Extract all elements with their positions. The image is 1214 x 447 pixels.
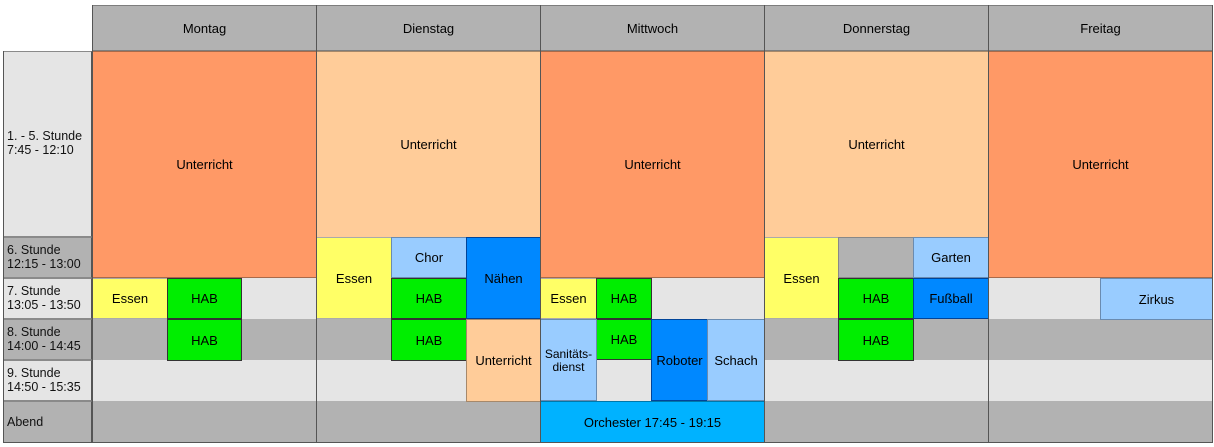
day-header-dienstag: Dienstag xyxy=(316,5,541,51)
donnerstag-hab-8[interactable]: HAB xyxy=(838,319,914,361)
mittwoch-essen[interactable]: Essen xyxy=(540,278,597,319)
dienstag-hab-8[interactable]: HAB xyxy=(391,319,467,361)
column-divider xyxy=(1212,5,1213,443)
dienstag-unterricht[interactable]: Unterricht xyxy=(316,51,541,238)
time-slot-label: 9. Stunde xyxy=(7,366,61,380)
donnerstag-essen[interactable]: Essen xyxy=(764,237,839,319)
mittwoch-roboter[interactable]: Roboter xyxy=(651,319,708,401)
column-divider xyxy=(764,5,765,443)
freitag-zirkus[interactable]: Zirkus xyxy=(1100,278,1213,320)
dienstag-unterricht-nachmittag[interactable]: Unterricht xyxy=(466,319,541,402)
mittwoch-unterricht[interactable]: Unterricht xyxy=(540,51,765,278)
time-slot-8: 8. Stunde 14:00 - 14:45 xyxy=(3,319,92,360)
mittwoch-orchester[interactable]: Orchester 17:45 - 19:15 xyxy=(540,401,765,443)
column-divider xyxy=(316,5,317,443)
donnerstag-fussball[interactable]: Fußball xyxy=(913,278,989,319)
time-slot-6: 6. Stunde 12:15 - 13:00 xyxy=(3,237,92,278)
left-border xyxy=(3,51,4,443)
day-header-donnerstag: Donnerstag xyxy=(764,5,989,51)
day-header-freitag: Freitag xyxy=(988,5,1213,51)
time-slot-label: 7. Stunde xyxy=(7,284,61,298)
day-header-montag: Montag xyxy=(92,5,317,51)
column-divider xyxy=(92,5,93,443)
dienstag-unterricht-label: Unterricht xyxy=(400,137,457,152)
time-slot-label: 1. - 5. Stunde xyxy=(7,129,83,143)
time-slot-7: 7. Stunde 13:05 - 13:50 xyxy=(3,278,92,319)
dienstag-hab-7[interactable]: HAB xyxy=(391,278,467,319)
mittwoch-hab-7[interactable]: HAB xyxy=(596,278,652,319)
freitag-unterricht[interactable]: Unterricht xyxy=(988,51,1213,278)
time-slot-abend: Abend xyxy=(3,401,92,443)
montag-hab-7[interactable]: HAB xyxy=(167,278,242,319)
donnerstag-empty-6 xyxy=(838,237,914,278)
column-divider xyxy=(988,5,989,443)
time-slot-9: 9. Stunde 14:50 - 15:35 xyxy=(3,360,92,401)
row-band-slot-7 xyxy=(92,278,1213,319)
column-divider xyxy=(540,5,541,443)
time-slot-time: 12:15 - 13:00 xyxy=(7,257,81,271)
mittwoch-sanitaetsdienst[interactable]: Sanitäts- dienst xyxy=(540,319,597,401)
time-slot-time: 14:50 - 15:35 xyxy=(7,380,81,394)
time-slot-label: Abend xyxy=(7,415,44,429)
montag-hab-8[interactable]: HAB xyxy=(167,319,242,361)
time-slot-label: 8. Stunde xyxy=(7,325,61,339)
dienstag-essen[interactable]: Essen xyxy=(316,237,392,319)
time-slot-time: 7:45 - 12:10 xyxy=(7,143,74,157)
time-slot-label: 6. Stunde xyxy=(7,243,61,257)
day-header-mittwoch: Mittwoch xyxy=(540,5,765,51)
bottom-border xyxy=(3,442,1213,443)
donnerstag-hab-7[interactable]: HAB xyxy=(838,278,914,319)
corner-cell xyxy=(3,5,92,51)
montag-essen[interactable]: Essen xyxy=(92,278,168,319)
donnerstag-garten[interactable]: Garten xyxy=(913,237,989,278)
mittwoch-schach[interactable]: Schach xyxy=(707,319,765,401)
time-slot-1-5: 1. - 5. Stunde 7:45 - 12:10 xyxy=(3,51,92,237)
time-slot-time: 13:05 - 13:50 xyxy=(7,298,81,312)
dienstag-naehen[interactable]: Nähen xyxy=(466,237,541,319)
montag-unterricht[interactable]: Unterricht xyxy=(92,51,317,278)
donnerstag-unterricht[interactable]: Unterricht xyxy=(764,51,989,238)
dienstag-chor[interactable]: Chor xyxy=(391,237,467,278)
mittwoch-hab-8[interactable]: HAB xyxy=(596,319,652,360)
donnerstag-unterricht-label: Unterricht xyxy=(848,137,905,152)
time-slot-time: 14:00 - 14:45 xyxy=(7,339,81,353)
